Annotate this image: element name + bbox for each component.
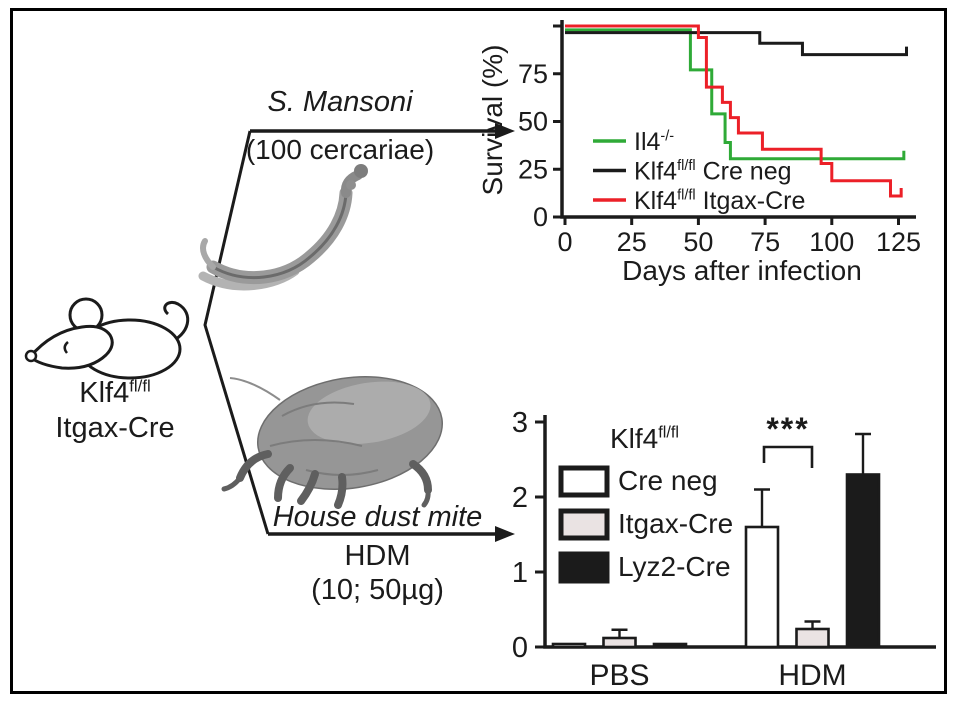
- mouse-illustration: [24, 297, 190, 380]
- svg-text:Cre neg: Cre neg: [618, 465, 718, 496]
- svg-text:Klf4fl/fl Cre neg: Klf4fl/fl Cre neg: [634, 158, 792, 186]
- svg-text:0: 0: [557, 227, 572, 257]
- mouse-genotype-line1: Klf4fl/fl: [30, 376, 200, 409]
- house-dust-mite-label: House dust mite: [272, 501, 483, 533]
- mouse-genotype-line2: Itgax-Cre: [55, 412, 175, 444]
- svg-text:25: 25: [617, 227, 647, 257]
- svg-text:50: 50: [518, 107, 548, 137]
- svg-text:0: 0: [533, 202, 548, 232]
- hdm-bar-chart: 0 1 2 3 PBS HDM Cre neg Itgax-Cre Lyz2-Cre Klf4fl…: [512, 407, 936, 692]
- svg-text:75: 75: [518, 59, 548, 89]
- svg-text:75: 75: [750, 227, 780, 257]
- svg-text:Il4-/-: Il4-/-: [634, 128, 674, 156]
- svg-text:Survival (%): Survival (%): [480, 45, 508, 196]
- s-mansoni-label: S. Mansoni: [267, 86, 413, 118]
- svg-text:Klf4fl/fl: Klf4fl/fl: [610, 423, 679, 454]
- top-arrowhead-icon: [495, 123, 515, 139]
- hdm-dose-label: (10; 50µg): [311, 574, 444, 606]
- worm-main-body: [206, 186, 353, 285]
- worm-sucker: [346, 180, 356, 190]
- mite-antenna-hair: [229, 377, 281, 401]
- mouse-nose: [24, 349, 38, 363]
- mite-legs: [221, 450, 432, 509]
- svg-text:HDM: HDM: [778, 659, 846, 692]
- mite-body-highlight: [307, 381, 431, 444]
- worm-tail-fork: [200, 238, 216, 270]
- svg-text:25: 25: [518, 154, 548, 184]
- hdm-abbrev-label: HDM: [344, 540, 411, 572]
- svg-text:100: 100: [809, 227, 854, 257]
- schistosome-worm-image: [198, 164, 368, 291]
- svg-text:50: 50: [683, 227, 713, 257]
- survival-chart: 0 25 50 75 0 25 50 75 100 125 Days after infection…: [480, 20, 921, 286]
- svg-text:PBS: PBS: [589, 659, 649, 692]
- mouse-tail: [163, 300, 190, 345]
- svg-text:1: 1: [512, 557, 528, 589]
- svg-text:Days after infection: Days after infection: [622, 255, 862, 286]
- svg-text:Lyz2-Cre: Lyz2-Cre: [618, 551, 731, 582]
- mouse-genotype-base: Klf4: [79, 377, 130, 409]
- cercariae-dose-label: (100 cercariae): [245, 134, 435, 165]
- dust-mite-image: [221, 376, 444, 509]
- svg-text:125: 125: [876, 227, 921, 257]
- svg-text:Klf4fl/fl Itgax-Cre: Klf4fl/fl Itgax-Cre: [634, 187, 805, 215]
- svg-text:Itgax-Cre: Itgax-Cre: [618, 508, 733, 539]
- worm-gynecophoral-groove: [212, 192, 348, 280]
- mouse-eye: [63, 341, 69, 354]
- svg-text:0: 0: [512, 632, 528, 664]
- mouse-genotype-sup: fl/fl: [129, 376, 151, 396]
- mouse-head: [27, 324, 114, 370]
- svg-text:3: 3: [512, 407, 528, 439]
- bottom-arrowhead-icon: [495, 526, 515, 542]
- svg-text:2: 2: [512, 482, 528, 514]
- svg-text:***: ***: [766, 411, 809, 447]
- worm-head: [354, 164, 368, 178]
